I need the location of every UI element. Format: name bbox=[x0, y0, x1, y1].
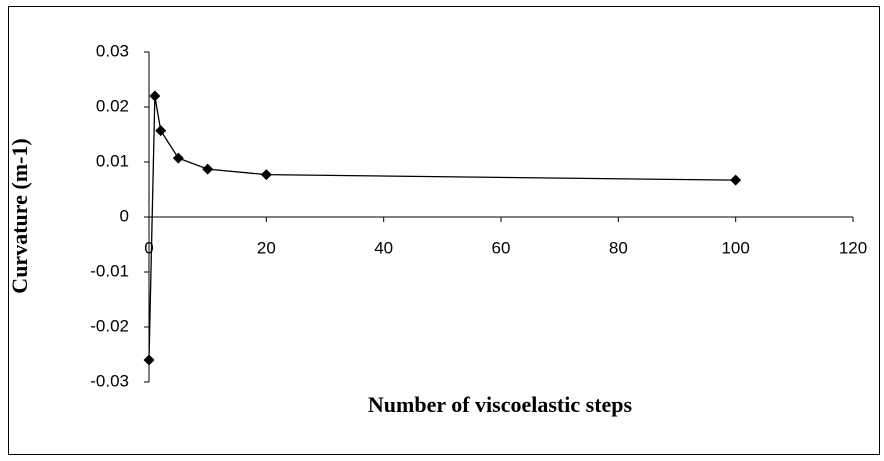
data-point bbox=[260, 169, 272, 181]
y-tick-label: -0.01 bbox=[90, 261, 129, 280]
x-tick-label: 80 bbox=[609, 238, 628, 257]
x-tick-label: 0 bbox=[144, 238, 153, 257]
y-tick-label: -0.02 bbox=[90, 316, 129, 335]
x-tick-label: 60 bbox=[492, 238, 511, 257]
y-tick-label: 0.03 bbox=[96, 41, 129, 60]
data-point bbox=[730, 174, 742, 186]
data-point bbox=[143, 354, 155, 366]
y-tick-label: -0.03 bbox=[90, 371, 129, 390]
x-tick-label: 100 bbox=[721, 238, 749, 257]
y-tick-label: 0.02 bbox=[96, 96, 129, 115]
x-tick-label: 40 bbox=[374, 238, 393, 257]
data-point bbox=[149, 90, 161, 102]
x-tick-label: 120 bbox=[839, 238, 867, 257]
data-point bbox=[172, 152, 184, 164]
x-axis-title: Number of viscoelastic steps bbox=[368, 392, 633, 417]
data-point bbox=[202, 163, 214, 175]
y-axis-title: Curvature (m-1) bbox=[7, 138, 32, 293]
data-point bbox=[155, 125, 167, 137]
x-tick-label: 20 bbox=[257, 238, 276, 257]
chart-border bbox=[8, 6, 880, 455]
y-tick-label: 0 bbox=[120, 206, 129, 225]
y-tick-label: 0.01 bbox=[96, 151, 129, 170]
